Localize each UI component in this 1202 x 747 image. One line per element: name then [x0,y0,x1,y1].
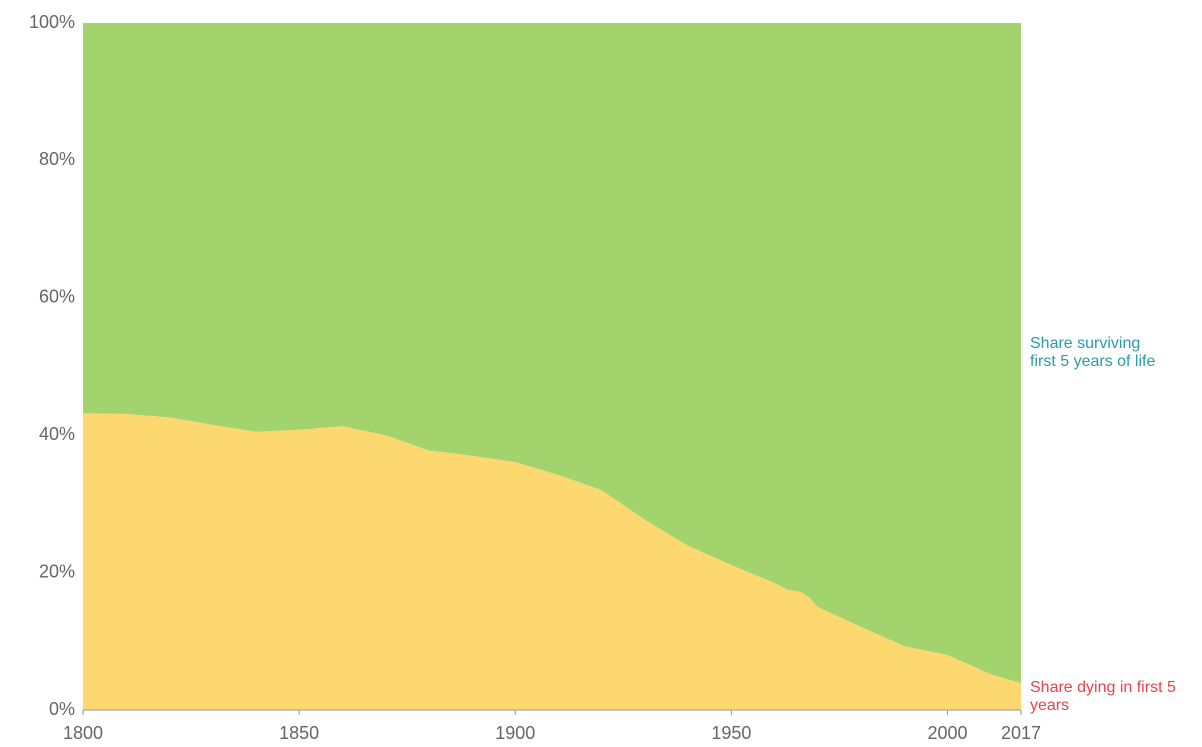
series-label: Share dying in first 5 years [1030,678,1176,714]
series-label: Share surviving first 5 years of life [1030,335,1156,371]
y-tick-label: 0% [49,699,75,719]
x-tick-label: 1850 [279,723,319,743]
x-tick-label: 1800 [63,723,103,743]
area [83,23,1021,684]
x-tick-label: 2017 [1001,723,1041,743]
x-tick-label: 1900 [495,723,535,743]
x-tick-label: 2000 [927,723,967,743]
area [83,413,1021,710]
x-tick-label: 1950 [711,723,751,743]
y-tick-label: 60% [39,287,75,307]
y-tick-label: 80% [39,149,75,169]
y-tick-label: 20% [39,561,75,581]
y-tick-label: 40% [39,424,75,444]
y-tick-label: 100% [29,12,75,32]
